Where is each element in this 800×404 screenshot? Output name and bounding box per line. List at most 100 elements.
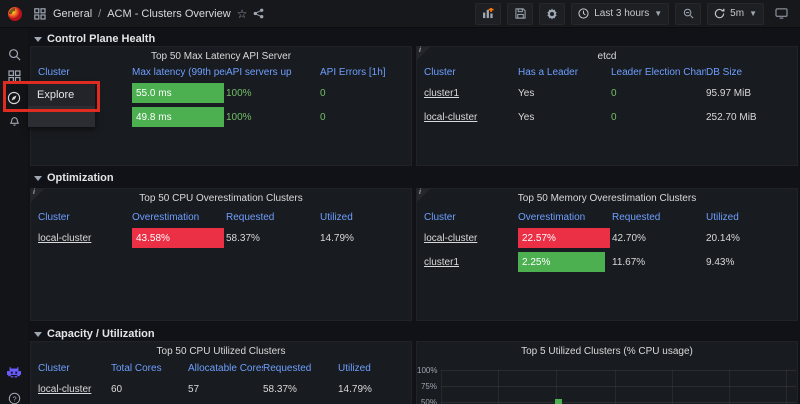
explore-compass-icon[interactable] bbox=[0, 88, 28, 108]
column-header[interactable]: Cluster bbox=[424, 211, 456, 223]
breadcrumb-separator: / bbox=[98, 7, 102, 20]
panel-title[interactable]: Top 50 Memory Overestimation Clusters bbox=[517, 193, 697, 204]
kiosk-mode-icon[interactable] bbox=[770, 4, 792, 24]
column-header[interactable]: Utilized bbox=[338, 362, 371, 374]
cluster-link[interactable]: cluster1 bbox=[424, 87, 460, 99]
gauge-bar: 22.57% bbox=[518, 228, 610, 248]
info-icon: i bbox=[33, 189, 35, 196]
time-range-picker[interactable]: Last 3 hours ▼ bbox=[571, 2, 670, 25]
panel-info-corner[interactable] bbox=[417, 47, 430, 60]
panel-info-corner[interactable] bbox=[31, 189, 44, 202]
info-icon: i bbox=[419, 189, 421, 196]
panel-title[interactable]: etcd bbox=[597, 51, 617, 62]
cluster-link[interactable]: local-cluster bbox=[424, 111, 478, 123]
table-cell: local-cluster bbox=[424, 112, 518, 123]
column-header[interactable]: Requested bbox=[263, 362, 312, 374]
table-header-row: Cluster Overestimation Requested Utilized bbox=[38, 210, 404, 224]
search-icon[interactable] bbox=[0, 44, 28, 64]
favorite-star-icon[interactable]: ☆ bbox=[236, 6, 248, 21]
section-capacity-utilization[interactable]: Capacity / Utilization bbox=[34, 328, 155, 340]
table-row: local-cluster Yes 0 252.70 MiB bbox=[424, 105, 790, 129]
gridline bbox=[498, 370, 499, 404]
column-header[interactable]: DB Size bbox=[706, 66, 743, 78]
dashboards-icon[interactable] bbox=[0, 66, 28, 86]
column-header[interactable]: Has a Leader bbox=[518, 66, 579, 78]
panel-title[interactable]: Top 50 Max Latency API Server bbox=[150, 51, 292, 62]
grafana-logo[interactable] bbox=[7, 6, 23, 22]
cluster-link[interactable]: local-cluster bbox=[424, 232, 478, 244]
page-title[interactable]: ACM - Clusters Overview bbox=[107, 7, 231, 20]
explore-tooltip-label[interactable]: Explore bbox=[28, 84, 95, 106]
column-header[interactable]: Total Cores bbox=[111, 362, 162, 374]
column-header[interactable]: Allocatable Cores bbox=[188, 362, 263, 374]
breadcrumb-section[interactable]: General bbox=[53, 7, 93, 20]
table-row: local-cluster 22.57% 42.70% 20.14% bbox=[424, 226, 790, 250]
table-header-row: Cluster Overestimation Requested Utilized bbox=[424, 210, 790, 224]
alerting-bell-icon[interactable] bbox=[0, 110, 28, 130]
table-cell: 58.37% bbox=[263, 383, 297, 395]
column-header[interactable]: Utilized bbox=[320, 211, 353, 223]
zoom-out-button[interactable] bbox=[675, 2, 702, 25]
table-cell: 49.8 ms bbox=[132, 107, 226, 127]
table-cell: 42.70% bbox=[612, 232, 646, 244]
section-label: Optimization bbox=[47, 172, 114, 184]
column-header[interactable]: Leader Election Changes bbox=[611, 66, 706, 78]
panel-cpu-utilized: Top 50 CPU Utilized Clusters Cluster Tota… bbox=[30, 341, 412, 404]
column-header[interactable]: Cluster bbox=[424, 66, 456, 78]
section-control-plane-health[interactable]: Control Plane Health bbox=[34, 33, 155, 45]
gauge-bar: 43.58% bbox=[132, 228, 224, 248]
panel-cpu-overestimation: i Top 50 CPU Overestimation Clusters Clu… bbox=[30, 188, 412, 321]
column-header[interactable]: API servers up bbox=[226, 66, 292, 78]
gridline bbox=[441, 386, 796, 387]
panel-title[interactable]: Top 50 CPU Utilized Clusters bbox=[156, 346, 286, 357]
help-icon[interactable]: ? bbox=[0, 388, 28, 404]
cluster-link[interactable]: local-cluster bbox=[38, 383, 92, 395]
save-dashboard-button[interactable] bbox=[507, 2, 534, 25]
table-cell: cluster1 bbox=[424, 88, 518, 99]
table-row: cluster1 2.25% 11.67% 9.43% bbox=[424, 250, 790, 274]
refresh-picker[interactable]: 5m ▼ bbox=[707, 2, 764, 25]
table-cell: 0 bbox=[320, 87, 326, 99]
chevron-down-icon: ▼ bbox=[654, 9, 663, 18]
user-avatar[interactable] bbox=[0, 363, 28, 383]
cluster-link[interactable]: cluster1 bbox=[424, 256, 460, 268]
panel-title[interactable]: Top 5 Utilized Clusters (% CPU usage) bbox=[521, 346, 693, 357]
nav-sidebar: ? bbox=[0, 28, 28, 404]
column-header[interactable]: Max latency (99th percentile) bbox=[132, 66, 226, 78]
section-optimization[interactable]: Optimization bbox=[34, 172, 114, 184]
table-cell: 43.58% bbox=[132, 228, 226, 248]
table-cell: 252.70 MiB bbox=[706, 111, 757, 123]
share-icon[interactable] bbox=[253, 8, 264, 19]
column-header[interactable]: API Errors [1h] bbox=[320, 66, 386, 78]
column-header[interactable]: Cluster bbox=[38, 211, 70, 223]
gridline bbox=[729, 370, 730, 404]
chart-bar[interactable] bbox=[555, 399, 562, 404]
table-cell: 14.79% bbox=[338, 383, 372, 395]
column-header[interactable]: Overestimation bbox=[518, 211, 586, 223]
panel-info-corner[interactable] bbox=[417, 189, 430, 202]
gridline bbox=[441, 402, 796, 403]
column-header[interactable]: Requested bbox=[226, 211, 275, 223]
gridline bbox=[615, 370, 616, 404]
cluster-link[interactable]: local-cluster bbox=[38, 232, 92, 244]
table-row: cluster1 Yes 0 95.97 MiB bbox=[424, 81, 790, 105]
dashboard-settings-button[interactable] bbox=[539, 2, 566, 25]
column-header[interactable]: Utilized bbox=[706, 211, 739, 223]
table-cell: 0 bbox=[611, 111, 617, 123]
clock-icon bbox=[578, 8, 589, 19]
column-header[interactable]: Overestimation bbox=[132, 211, 200, 223]
table-cell: 14.79% bbox=[320, 232, 354, 244]
explore-tooltip[interactable]: Explore bbox=[28, 84, 95, 127]
panel-title[interactable]: Top 50 CPU Overestimation Clusters bbox=[139, 193, 303, 204]
table-cell: 11.67% bbox=[612, 256, 646, 268]
column-header[interactable]: Cluster bbox=[38, 362, 70, 374]
column-header[interactable]: Requested bbox=[612, 211, 661, 223]
gauge-bar: 2.25% bbox=[518, 252, 605, 272]
table-header-row: Cluster Has a Leader Leader Election Chang… bbox=[424, 65, 790, 79]
chevron-down-icon bbox=[34, 36, 42, 42]
table-cell: 22.57% bbox=[518, 228, 612, 248]
column-header[interactable]: Cluster bbox=[38, 66, 70, 78]
add-panel-button[interactable] bbox=[475, 2, 502, 25]
y-axis-tick: 75% bbox=[420, 382, 437, 391]
